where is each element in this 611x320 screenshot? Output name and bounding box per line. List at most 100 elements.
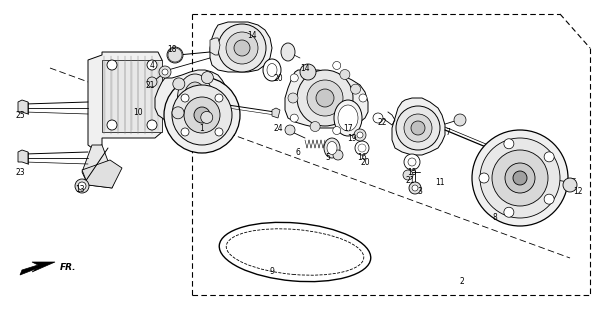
Text: 23: 23 bbox=[15, 167, 25, 177]
Circle shape bbox=[351, 84, 360, 94]
Circle shape bbox=[184, 97, 220, 133]
Circle shape bbox=[202, 72, 213, 84]
Circle shape bbox=[563, 178, 577, 192]
Text: 14: 14 bbox=[247, 30, 257, 39]
Circle shape bbox=[333, 150, 343, 160]
Circle shape bbox=[288, 93, 298, 103]
Circle shape bbox=[290, 74, 298, 82]
Circle shape bbox=[310, 122, 320, 132]
Circle shape bbox=[408, 158, 416, 166]
Polygon shape bbox=[272, 108, 280, 118]
Polygon shape bbox=[210, 38, 220, 55]
Text: 1: 1 bbox=[200, 124, 204, 132]
Circle shape bbox=[340, 69, 350, 79]
Circle shape bbox=[162, 69, 168, 75]
Circle shape bbox=[159, 66, 171, 78]
Circle shape bbox=[513, 171, 527, 185]
Circle shape bbox=[147, 60, 157, 70]
Circle shape bbox=[218, 24, 266, 72]
Text: 21: 21 bbox=[145, 81, 155, 90]
Text: 4: 4 bbox=[150, 60, 155, 69]
Circle shape bbox=[234, 40, 250, 56]
Circle shape bbox=[285, 125, 295, 135]
Circle shape bbox=[107, 60, 117, 70]
Text: 15: 15 bbox=[407, 167, 417, 177]
Text: 12: 12 bbox=[573, 188, 583, 196]
Circle shape bbox=[167, 47, 183, 63]
Text: 2: 2 bbox=[459, 277, 464, 286]
Circle shape bbox=[404, 154, 420, 170]
Circle shape bbox=[411, 121, 425, 135]
Ellipse shape bbox=[178, 74, 213, 122]
Circle shape bbox=[333, 61, 341, 69]
Circle shape bbox=[173, 78, 185, 90]
Text: 5: 5 bbox=[326, 154, 331, 163]
Ellipse shape bbox=[219, 222, 371, 282]
Circle shape bbox=[333, 126, 341, 134]
Ellipse shape bbox=[281, 43, 295, 61]
Circle shape bbox=[403, 170, 413, 180]
Text: FR.: FR. bbox=[60, 263, 76, 273]
Circle shape bbox=[107, 120, 117, 130]
Circle shape bbox=[479, 173, 489, 183]
Polygon shape bbox=[155, 70, 228, 122]
Circle shape bbox=[297, 70, 353, 126]
Text: 10: 10 bbox=[133, 108, 143, 116]
Circle shape bbox=[194, 107, 210, 123]
Ellipse shape bbox=[184, 82, 206, 114]
Circle shape bbox=[354, 129, 366, 141]
Text: 16: 16 bbox=[357, 154, 367, 163]
Ellipse shape bbox=[338, 105, 358, 131]
Polygon shape bbox=[82, 160, 122, 188]
Circle shape bbox=[181, 128, 189, 136]
Circle shape bbox=[544, 152, 554, 162]
Text: 13: 13 bbox=[75, 186, 85, 195]
Circle shape bbox=[346, 111, 356, 121]
Ellipse shape bbox=[226, 229, 364, 275]
Ellipse shape bbox=[263, 59, 281, 81]
Polygon shape bbox=[18, 150, 28, 164]
Circle shape bbox=[164, 77, 240, 153]
Circle shape bbox=[201, 111, 213, 124]
Text: 14: 14 bbox=[300, 63, 310, 73]
Text: 22: 22 bbox=[377, 117, 387, 126]
Ellipse shape bbox=[358, 144, 366, 152]
Circle shape bbox=[290, 114, 298, 122]
Circle shape bbox=[215, 128, 223, 136]
Polygon shape bbox=[102, 60, 162, 132]
Circle shape bbox=[300, 64, 316, 80]
Text: 9: 9 bbox=[269, 268, 274, 276]
Circle shape bbox=[409, 182, 421, 194]
Text: 19: 19 bbox=[347, 133, 357, 142]
Polygon shape bbox=[20, 262, 55, 275]
Text: 3: 3 bbox=[417, 188, 422, 196]
Circle shape bbox=[454, 114, 466, 126]
Circle shape bbox=[544, 194, 554, 204]
Circle shape bbox=[505, 163, 535, 193]
Circle shape bbox=[504, 207, 514, 217]
Text: 20: 20 bbox=[360, 157, 370, 166]
Circle shape bbox=[359, 94, 367, 102]
Circle shape bbox=[357, 132, 363, 138]
Circle shape bbox=[492, 150, 548, 206]
Text: 17: 17 bbox=[343, 124, 353, 132]
Circle shape bbox=[504, 139, 514, 149]
Circle shape bbox=[172, 85, 232, 145]
Ellipse shape bbox=[324, 138, 340, 158]
Circle shape bbox=[226, 32, 258, 64]
Circle shape bbox=[181, 94, 189, 102]
Text: 24: 24 bbox=[273, 124, 283, 132]
Polygon shape bbox=[18, 100, 28, 114]
Ellipse shape bbox=[334, 100, 362, 136]
Text: 20: 20 bbox=[273, 74, 283, 83]
Circle shape bbox=[472, 130, 568, 226]
Polygon shape bbox=[210, 22, 272, 72]
Circle shape bbox=[316, 89, 334, 107]
Ellipse shape bbox=[327, 141, 337, 155]
Circle shape bbox=[404, 114, 432, 142]
Text: 8: 8 bbox=[492, 213, 497, 222]
Polygon shape bbox=[285, 70, 368, 128]
Circle shape bbox=[373, 113, 383, 123]
Circle shape bbox=[307, 80, 343, 116]
Text: 7: 7 bbox=[445, 127, 450, 137]
